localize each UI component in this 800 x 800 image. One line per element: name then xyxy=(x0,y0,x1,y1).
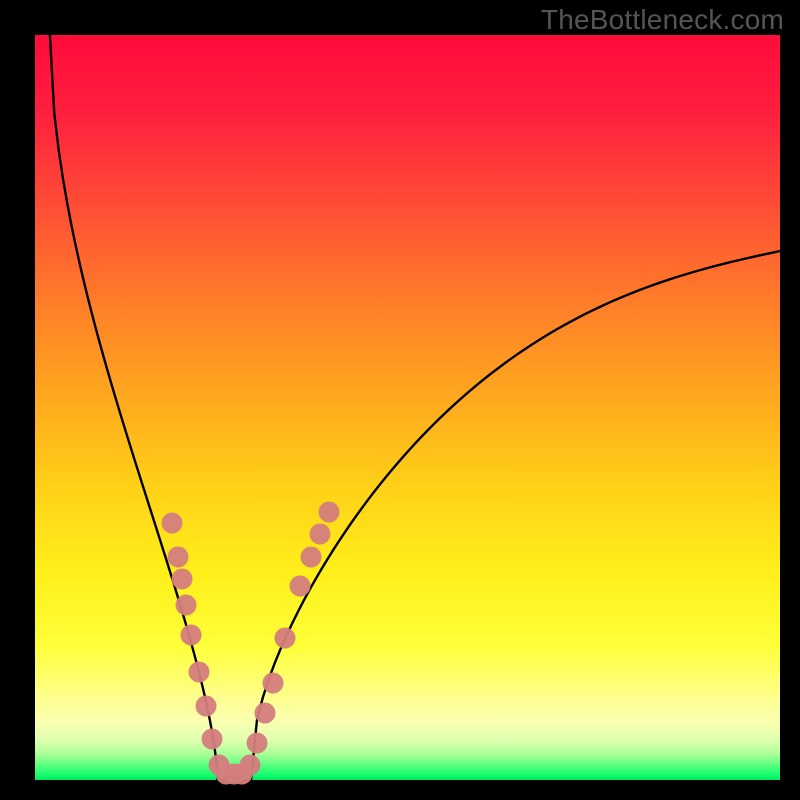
data-marker xyxy=(168,546,189,567)
markers-layer xyxy=(35,35,780,780)
chart-stage: TheBottleneck.com xyxy=(0,0,800,800)
data-marker xyxy=(181,624,202,645)
data-marker xyxy=(202,729,223,750)
plot-area xyxy=(35,35,780,780)
data-marker xyxy=(255,702,276,723)
data-marker xyxy=(247,732,268,753)
watermark-text: TheBottleneck.com xyxy=(541,4,784,36)
data-marker xyxy=(262,673,283,694)
data-marker xyxy=(162,512,183,533)
data-marker xyxy=(300,546,321,567)
data-marker xyxy=(195,695,216,716)
data-marker xyxy=(318,501,339,522)
data-marker xyxy=(188,661,209,682)
data-marker xyxy=(290,576,311,597)
data-marker xyxy=(176,594,197,615)
data-marker xyxy=(171,568,192,589)
data-marker xyxy=(275,628,296,649)
data-marker xyxy=(239,755,260,776)
data-marker xyxy=(309,524,330,545)
